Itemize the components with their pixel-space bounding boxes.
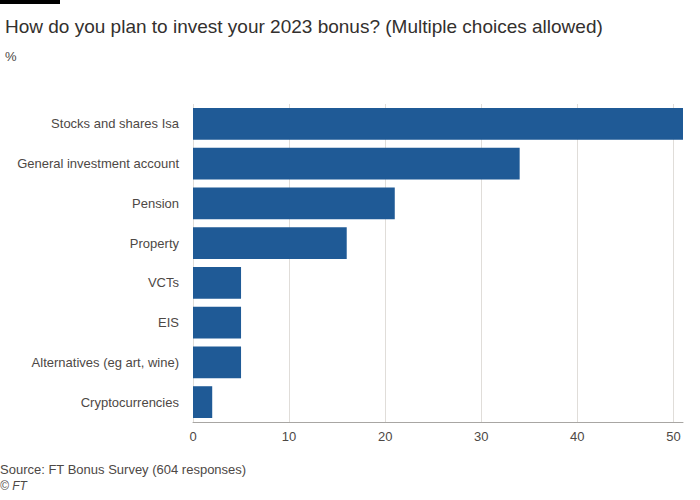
svg-text:Stocks and shares Isa: Stocks and shares Isa — [51, 116, 180, 131]
svg-text:30: 30 — [474, 429, 488, 444]
svg-text:10: 10 — [282, 429, 296, 444]
svg-text:Source: FT Bonus Survey (604 r: Source: FT Bonus Survey (604 responses) — [0, 462, 246, 477]
svg-text:Cryptocurrencies: Cryptocurrencies — [81, 395, 180, 410]
svg-text:50: 50 — [666, 429, 680, 444]
svg-text:EIS: EIS — [158, 315, 179, 330]
svg-text:0: 0 — [189, 429, 196, 444]
svg-text:%: % — [5, 49, 17, 64]
svg-text:VCTs: VCTs — [148, 275, 180, 290]
svg-text:Pension: Pension — [132, 196, 179, 211]
svg-text:© FT: © FT — [0, 479, 29, 493]
svg-text:Alternatives (eg art, wine): Alternatives (eg art, wine) — [32, 355, 179, 370]
svg-text:How do you plan to invest your: How do you plan to invest your 2023 bonu… — [5, 16, 603, 37]
svg-text:40: 40 — [570, 429, 584, 444]
svg-text:Property: Property — [130, 236, 180, 251]
svg-text:20: 20 — [378, 429, 392, 444]
svg-text:General investment account: General investment account — [17, 156, 179, 171]
